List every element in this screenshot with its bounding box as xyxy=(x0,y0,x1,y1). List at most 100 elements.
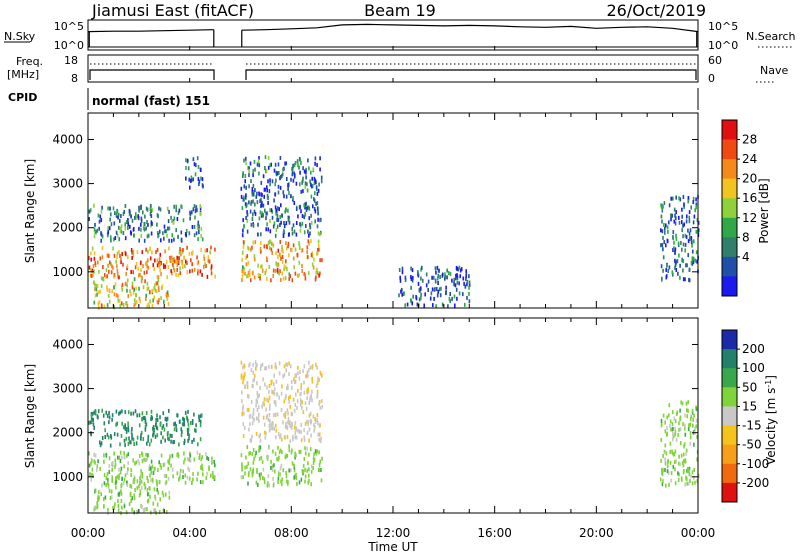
echo-cell xyxy=(112,265,114,270)
echo-cell xyxy=(296,159,299,164)
echo-cell xyxy=(299,170,301,175)
echo-cell xyxy=(684,482,686,487)
echo-cell xyxy=(140,268,142,273)
echo-cell xyxy=(675,195,677,200)
echo-cell xyxy=(256,191,258,196)
echo-cell xyxy=(205,452,207,457)
echo-cell xyxy=(149,494,151,499)
echo-cell xyxy=(262,213,264,218)
echo-cell xyxy=(130,214,132,219)
echo-cell xyxy=(100,276,103,281)
echo-cell xyxy=(437,268,440,273)
echo-cell xyxy=(132,290,135,295)
echo-cell xyxy=(177,452,179,457)
echo-cell xyxy=(298,450,301,454)
echo-cell xyxy=(305,406,308,411)
colorbar-tick-label: 24 xyxy=(742,152,757,166)
echo-cell xyxy=(269,208,271,213)
x-tick-label: 16:00 xyxy=(477,526,512,540)
echo-cell xyxy=(165,294,168,299)
echo-cell xyxy=(252,168,254,173)
echo-cell xyxy=(684,423,686,428)
echo-cell xyxy=(674,247,677,252)
echo-cell xyxy=(151,288,153,293)
echo-cell xyxy=(201,467,204,472)
echo-cell xyxy=(274,192,276,197)
echo-cell xyxy=(90,257,92,262)
echo-cell xyxy=(677,241,680,246)
echo-cell xyxy=(281,255,284,259)
echo-cell xyxy=(140,275,143,280)
echo-cell xyxy=(244,179,246,184)
echo-cell xyxy=(126,483,129,488)
echo-cell xyxy=(688,277,690,282)
echo-cell xyxy=(308,206,311,211)
echo-cell xyxy=(113,432,116,437)
echo-cell xyxy=(102,277,105,282)
echo-cell xyxy=(183,441,185,446)
echo-cell xyxy=(176,217,179,221)
echo-cell xyxy=(678,253,680,258)
echo-cell xyxy=(107,508,109,512)
echo-cell xyxy=(111,495,113,500)
echo-cell xyxy=(164,438,166,443)
echo-cell xyxy=(140,216,143,221)
echo-cell xyxy=(288,399,290,404)
echo-cell xyxy=(152,425,155,429)
echo-cell xyxy=(94,229,97,234)
echo-cell xyxy=(114,211,116,215)
echo-cell xyxy=(285,207,287,212)
echo-cell xyxy=(272,449,274,454)
echo-cell xyxy=(252,183,255,188)
echo-cell xyxy=(136,479,139,484)
echo-cell xyxy=(192,472,194,477)
echo-cell xyxy=(308,166,310,171)
echo-cell xyxy=(302,176,304,181)
echo-cell xyxy=(173,427,176,432)
echo-cell xyxy=(318,273,320,278)
echo-cell xyxy=(465,274,467,279)
echo-cell xyxy=(252,460,255,465)
echo-cell xyxy=(124,473,127,478)
echo-cell xyxy=(96,292,98,297)
echo-cell xyxy=(275,428,278,433)
echo-cell xyxy=(124,222,126,227)
echo-cell xyxy=(306,430,309,435)
echo-cell xyxy=(210,271,213,276)
x-tick-label: 04:00 xyxy=(172,526,207,540)
echo-cell xyxy=(167,459,169,464)
echo-cell xyxy=(129,224,131,229)
echo-cell xyxy=(435,286,438,291)
echo-cell xyxy=(276,213,279,218)
echo-cell xyxy=(289,420,291,425)
echo-cell xyxy=(137,459,139,463)
echo-cell xyxy=(250,368,253,373)
echo-cell xyxy=(321,373,323,378)
echo-cell xyxy=(90,477,93,482)
echo-cell xyxy=(267,241,270,246)
echo-cell xyxy=(437,273,440,278)
echo-cell xyxy=(276,412,279,417)
echo-cell xyxy=(257,416,260,421)
echo-cell xyxy=(108,254,110,258)
echo-cell xyxy=(256,363,258,368)
echo-cell xyxy=(309,447,312,452)
echo-cell xyxy=(304,467,306,472)
echo-cell xyxy=(246,245,249,250)
echo-cell xyxy=(186,270,189,275)
echo-cell xyxy=(691,243,693,248)
echo-cell xyxy=(410,298,412,303)
echo-cell xyxy=(176,453,178,457)
echo-cell xyxy=(463,281,465,286)
echo-cell xyxy=(267,200,269,205)
echo-cell xyxy=(190,421,192,425)
echo-cell xyxy=(121,477,123,481)
echo-cell xyxy=(296,405,298,410)
echo-cell xyxy=(687,199,689,204)
echo-cell xyxy=(311,398,313,403)
echo-cell xyxy=(244,372,246,377)
echo-cell xyxy=(140,433,142,438)
echo-cell xyxy=(458,265,461,270)
echo-cell xyxy=(188,436,190,441)
echo-cell xyxy=(108,288,111,293)
